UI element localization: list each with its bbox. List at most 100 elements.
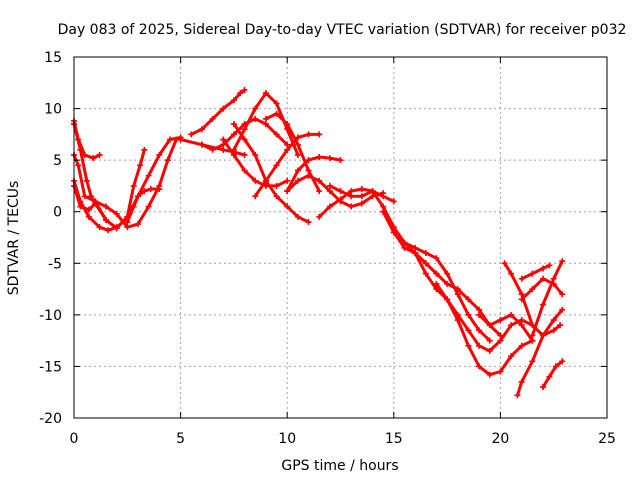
data-point (444, 270, 451, 277)
data-point (75, 162, 82, 169)
data-point (529, 337, 536, 344)
data-point (230, 151, 237, 158)
data-point (273, 110, 280, 117)
data-point (316, 154, 323, 161)
data-point (273, 162, 280, 169)
data-point (518, 275, 525, 282)
data-point (156, 151, 163, 158)
data-point (422, 270, 429, 277)
data-point (546, 262, 553, 269)
data-point (130, 182, 137, 189)
data-point (316, 131, 323, 138)
data-point (497, 317, 504, 324)
series-pass-18 (316, 186, 397, 220)
data-point (241, 136, 248, 143)
data-point (77, 146, 84, 153)
data-point (252, 115, 259, 122)
x-tick-label: 25 (598, 431, 616, 447)
data-point (252, 177, 259, 184)
x-axis-label: GPS time / hours (281, 458, 398, 474)
data-point (241, 167, 248, 174)
data-point (433, 280, 440, 287)
data-point (294, 177, 301, 184)
data-point (422, 260, 429, 267)
series-pass-30 (518, 262, 553, 282)
data-point (358, 186, 365, 193)
x-tick-label: 15 (385, 431, 403, 447)
data-point (305, 172, 312, 179)
series-pass-14 (262, 110, 323, 195)
series-pass-26 (529, 258, 566, 339)
data-point (145, 172, 152, 179)
data-point (141, 146, 148, 153)
data-point (465, 342, 472, 349)
data-point (540, 332, 547, 339)
data-point (518, 322, 525, 329)
data-point (540, 265, 547, 272)
data-point (209, 146, 216, 153)
data-point (326, 188, 333, 195)
data-point (230, 121, 237, 128)
data-point (412, 244, 419, 251)
data-point (508, 311, 515, 318)
data-point (401, 244, 408, 251)
data-point (465, 327, 472, 334)
data-point (294, 141, 301, 148)
series-pass-6 (92, 136, 180, 231)
data-point (465, 311, 472, 318)
data-point (284, 121, 291, 128)
data-point (369, 188, 376, 195)
data-point (284, 141, 291, 148)
data-point (198, 126, 205, 133)
data-point (284, 177, 291, 184)
tick-labels: 0 5 10 15 20 25 -20 -15 -10 -5 0 5 10 15 (39, 50, 616, 447)
data-point (518, 291, 525, 298)
data-point (166, 136, 173, 143)
y-tick-label: -15 (39, 359, 62, 375)
grid (74, 57, 607, 418)
data-point (337, 196, 344, 203)
data-point (486, 347, 493, 354)
data-point (508, 322, 515, 329)
data-point (476, 363, 483, 370)
data-point (546, 373, 553, 380)
series-pass-7 (124, 186, 163, 226)
data-point (134, 221, 141, 228)
series-line (541, 359, 564, 389)
data-point (241, 126, 248, 133)
series-pass-23 (433, 280, 536, 378)
data-point (380, 193, 387, 200)
data-point (85, 213, 92, 220)
series-pass-24 (476, 311, 536, 344)
data-point (514, 392, 521, 399)
data-point (294, 134, 301, 141)
data-point (252, 105, 259, 112)
data-point (92, 198, 99, 205)
data-point (444, 280, 451, 287)
data-point (198, 141, 205, 148)
data-point (559, 291, 566, 298)
y-tick-label: 5 (53, 153, 62, 169)
y-tick-label: -20 (39, 411, 62, 427)
data-point (262, 115, 269, 122)
data-point (348, 188, 355, 195)
data-point (124, 219, 131, 226)
data-point (358, 193, 365, 200)
series-line (72, 148, 146, 230)
data-point (433, 255, 440, 262)
series-layer (71, 87, 566, 399)
data-point (237, 90, 244, 97)
series-line (530, 259, 564, 337)
data-point (476, 342, 483, 349)
data-point (497, 337, 504, 344)
data-point (294, 151, 301, 158)
data-point (83, 177, 90, 184)
series-pass-12 (230, 90, 301, 158)
series-line (477, 313, 534, 343)
data-point (433, 270, 440, 277)
data-point (316, 177, 323, 184)
data-point (252, 193, 259, 200)
data-point (164, 157, 171, 164)
data-point (380, 203, 387, 210)
y-tick-label: 0 (53, 205, 62, 221)
